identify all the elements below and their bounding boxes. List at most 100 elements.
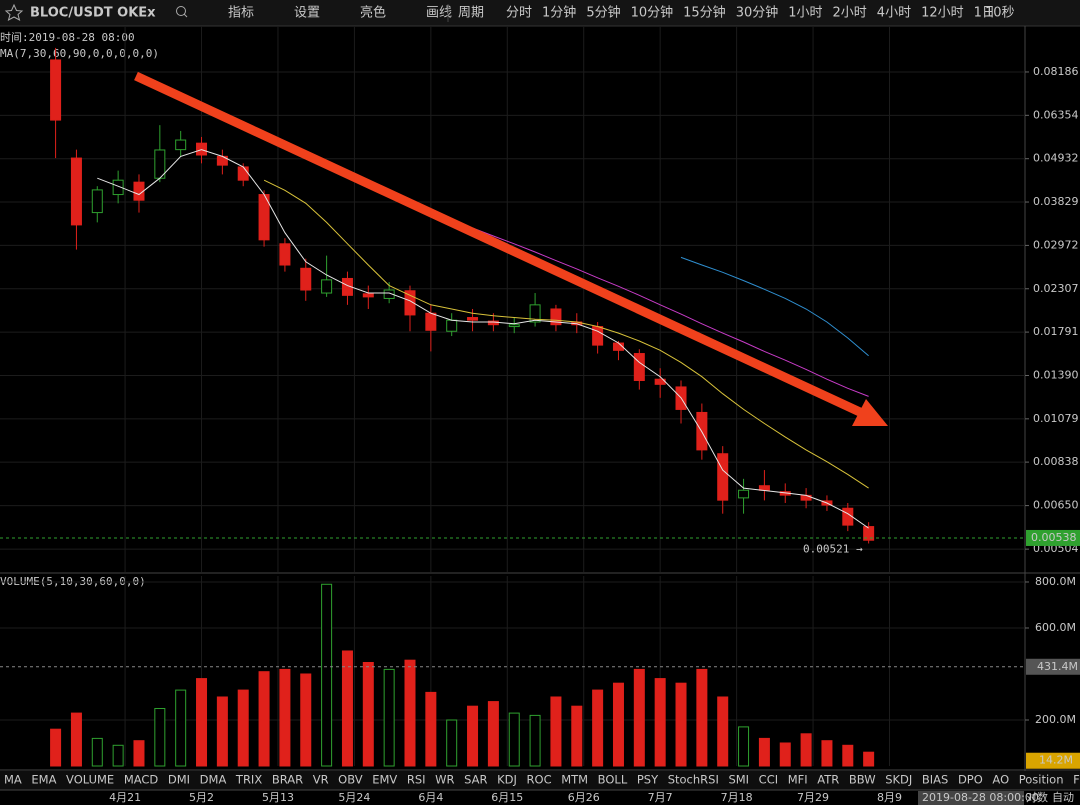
indicator-tab[interactable]: BIAS [922,773,948,787]
last-price-box [1026,529,1080,546]
period-option[interactable]: 4小时 [877,6,911,21]
indicator-tab[interactable]: MACD [124,773,159,787]
indicator-tab[interactable]: EMV [372,773,397,787]
x-tick-label: 5月13 [262,791,294,804]
period-option[interactable]: 5分钟 [586,5,620,21]
last-price-label: 0.00538 [1031,531,1077,544]
indicator-tab[interactable]: ATR [817,773,839,787]
period-option[interactable]: 分时 [506,6,532,21]
volume-bar [675,682,687,767]
y-tick-label: 0.08186 [1033,65,1079,78]
toolbar-button[interactable]: 指标 [228,6,254,21]
candle-body [300,267,312,291]
ma-line [680,256,869,357]
volume-bar [592,689,604,767]
candle-body [321,279,333,294]
candle-body [550,308,562,326]
indicator-tab[interactable]: AO [992,773,1009,787]
candle-body [800,494,812,501]
indicator-tab[interactable]: VR [313,773,329,787]
indicator-tab[interactable]: DPO [958,773,983,787]
period-menu[interactable]: 周期 [458,6,484,21]
volume-bar [279,668,291,767]
indicator-tab[interactable]: BRAR [272,773,303,787]
period-option[interactable]: 30分钟 [736,5,779,21]
ma-line [263,179,869,489]
candle-body [70,157,82,226]
volume-bar [550,696,562,767]
indicator-tab[interactable]: Fund-flow [1073,773,1080,787]
indicator-tab[interactable]: BOLL [598,773,628,787]
volume-bar [654,678,666,767]
indicator-tab[interactable]: TRIX [235,773,262,787]
y-tick-label: 600.0M [1035,621,1076,634]
toolbar [0,0,1080,26]
volume-bar [258,671,270,767]
indicator-tab[interactable]: SKDJ [885,773,912,787]
candle-body [383,289,395,299]
indicator-tab[interactable]: DMA [200,773,227,787]
period-option[interactable]: 1分钟 [542,5,576,21]
indicator-tab[interactable]: DMI [168,773,190,787]
volume-bar [237,689,249,767]
indicator-tab[interactable]: MFI [788,773,808,787]
volume-bar [425,691,437,767]
period-option[interactable]: 10分钟 [631,5,674,21]
plot-layer: 0.08186 0.06354 0.04932 0.03829 0.02972 0.023… [0,26,1080,804]
period-option[interactable]: 1小时 [788,6,822,21]
volume-bar [863,751,875,767]
candle-body [362,293,374,298]
volume-last-box [1026,752,1080,769]
candle-body [237,166,249,181]
volume-bar [612,682,624,767]
volume-bar [508,712,520,767]
indicator-tab[interactable]: MTM [561,773,588,787]
candle-body [592,326,604,346]
x-tick-label: 8月9 [877,791,902,804]
refresh-interval[interactable]: 10秒 [985,6,1015,21]
favorite-icon[interactable] [4,3,24,22]
candle-body [717,453,729,501]
indicator-tab[interactable]: KDJ [497,773,517,787]
volume-bar [467,705,479,767]
y-tick-label: 800.0M [1035,575,1076,588]
indicator-tab[interactable]: WR [435,773,454,787]
footer-button[interactable]: 对数 [1026,790,1048,804]
candle-body [738,489,750,499]
volume-bar [633,668,645,767]
indicator-tab[interactable]: StochRSI [668,773,719,787]
x-tick-label: 7月29 [797,791,829,804]
period-option[interactable]: 2小时 [833,6,867,21]
trend-arrow [134,71,888,426]
period-option[interactable]: 15分钟 [683,5,726,21]
indicator-tab[interactable]: OBV [338,773,363,787]
search-icon [183,13,188,18]
indicator-tab[interactable]: Position [1019,773,1064,787]
y-tick-label: 0.00838 [1033,455,1079,468]
indicator-tab[interactable]: RSI [407,773,426,787]
period-option[interactable]: 1日 [974,6,995,21]
footer-button[interactable]: 自动 [1052,791,1074,804]
period-option[interactable]: 12小时 [921,6,964,21]
toolbar-button[interactable]: 画线 [426,6,452,21]
toolbar-button[interactable]: 设置 [294,6,320,21]
indicator-tab[interactable]: EMA [31,773,56,787]
volume-bar [842,744,854,767]
volume-bar [696,668,708,767]
indicator-tab[interactable]: MA [4,773,22,787]
indicator-tab[interactable]: ROC [527,773,552,787]
candle-body [758,485,770,491]
indicator-tab[interactable]: PSY [637,773,659,787]
indicator-tab[interactable]: CCI [759,773,778,787]
indicator-tab[interactable]: SAR [464,773,487,787]
search-icon[interactable] [176,6,186,16]
x-tick-label: 7月18 [721,791,753,804]
indicator-tab[interactable]: SMI [728,773,749,787]
crosshair-time-box [918,791,1024,805]
x-tick-label: 6月15 [491,791,523,804]
indicator-tab[interactable]: BBW [849,773,876,787]
toolbar-button[interactable]: 亮色 [360,5,386,21]
candle-body [508,324,520,328]
indicator-tab[interactable]: VOLUME [66,773,114,787]
crosshair-time: 2019-08-28 08:00:00 [922,791,1039,804]
